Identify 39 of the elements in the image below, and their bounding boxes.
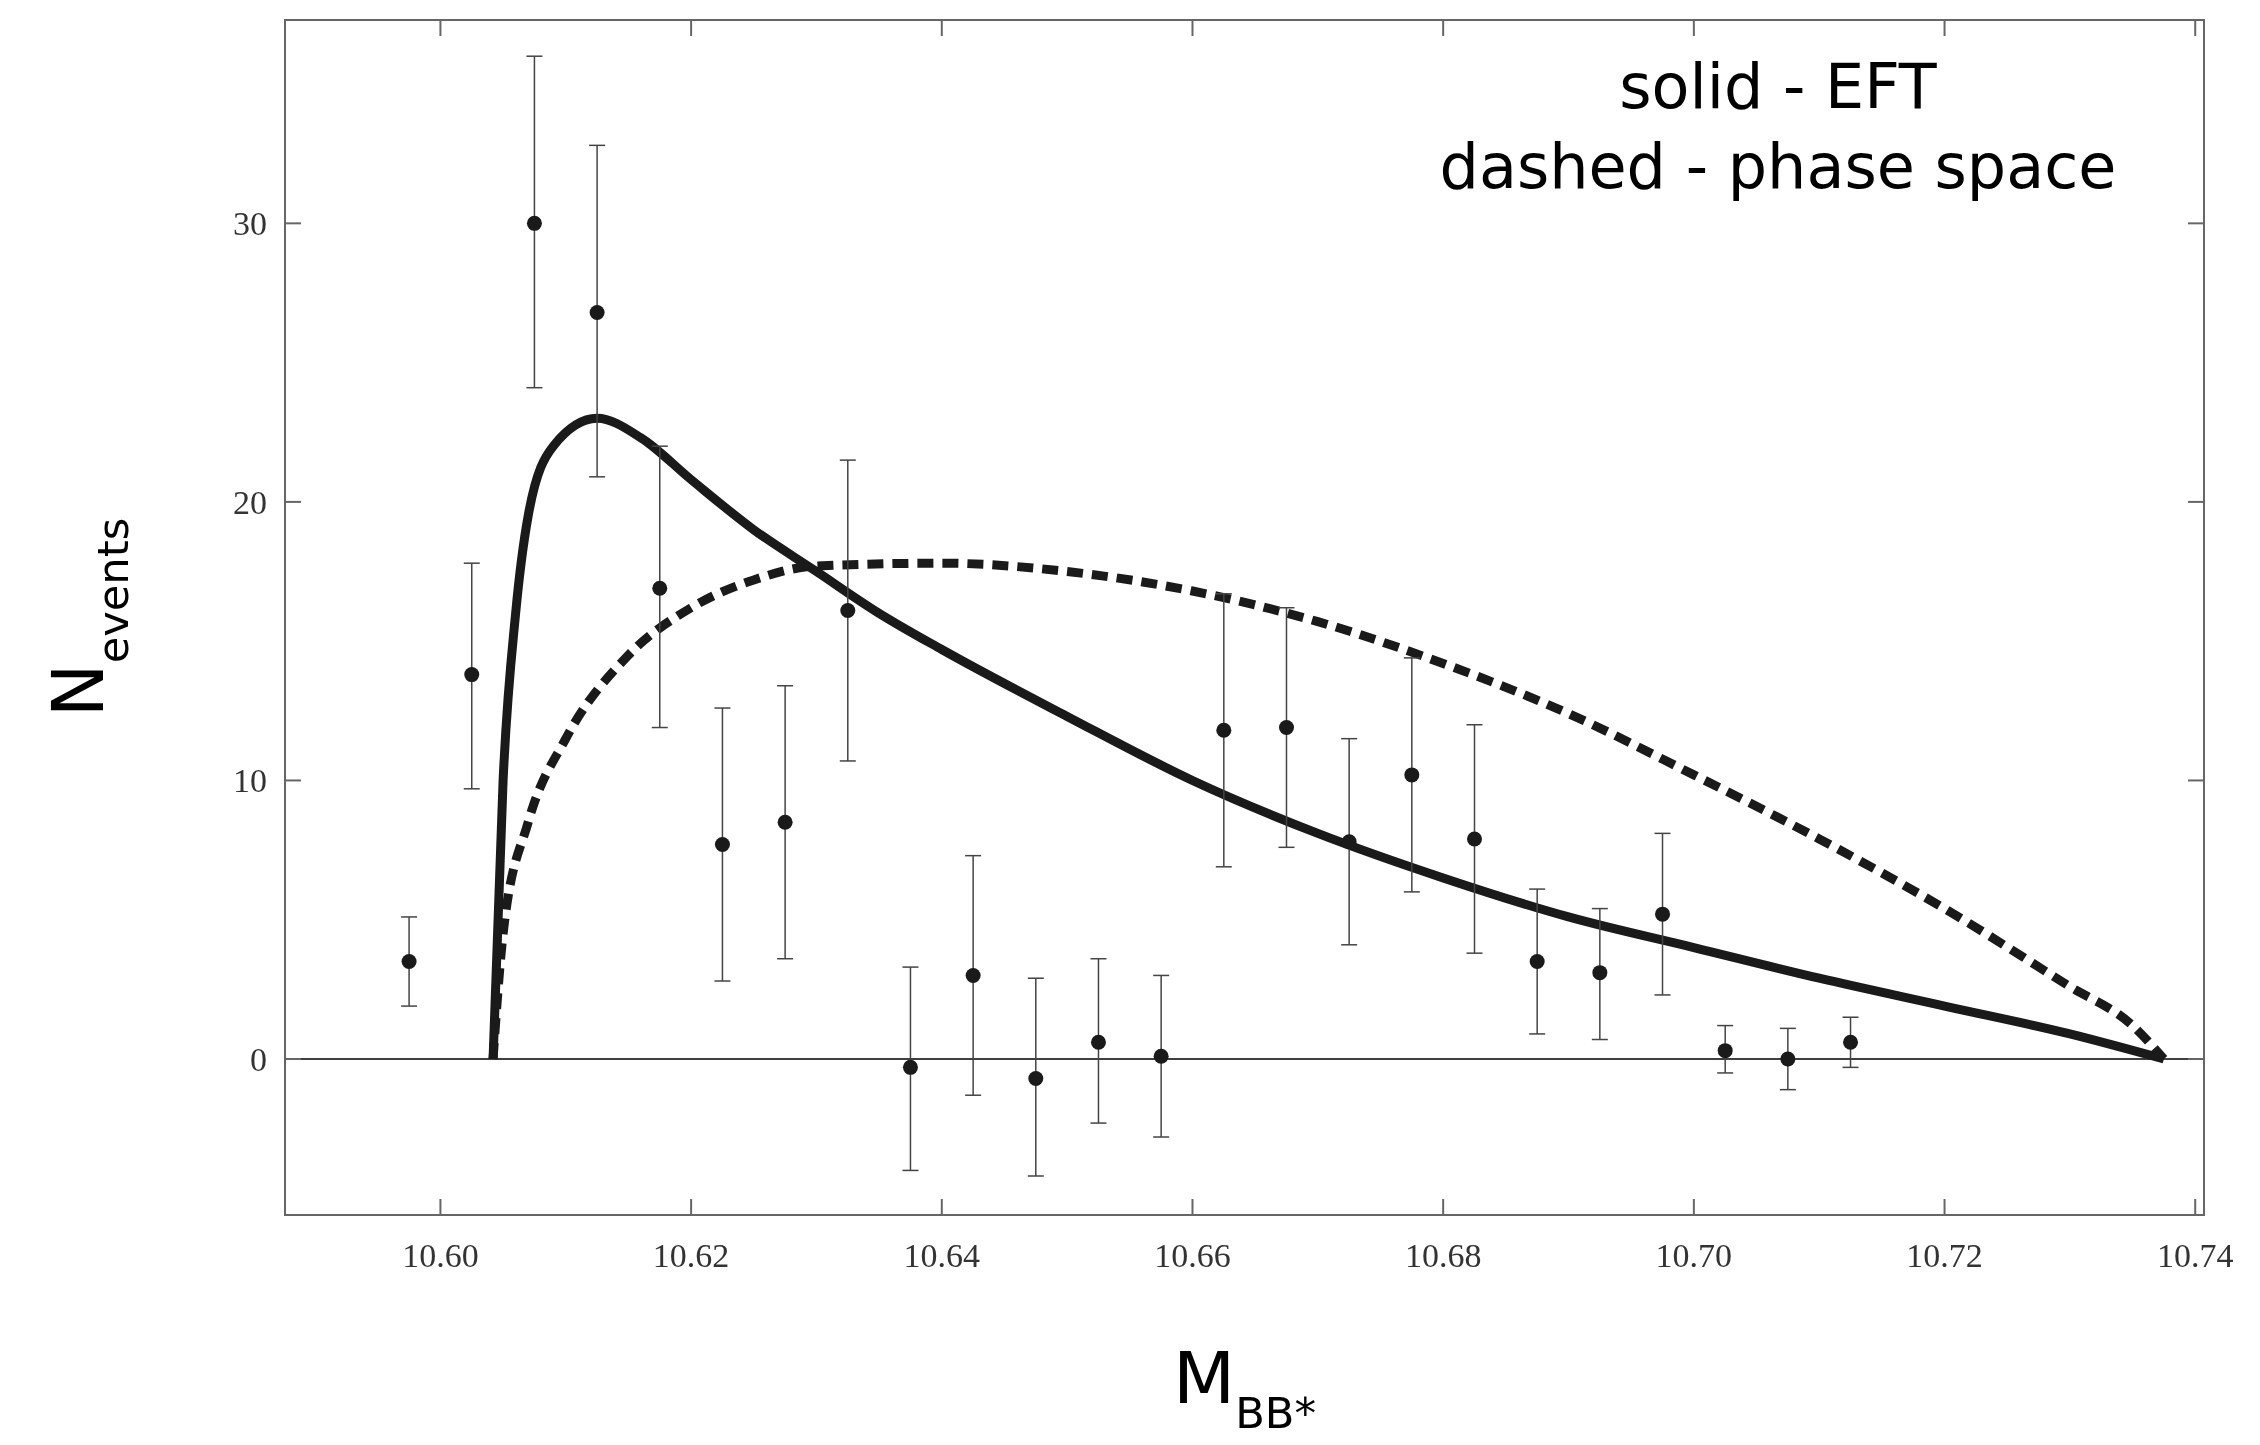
point bbox=[464, 667, 480, 683]
point bbox=[714, 837, 730, 853]
point bbox=[840, 603, 856, 619]
x-tick-label: 10.74 bbox=[2156, 1237, 2234, 1274]
point bbox=[1717, 1043, 1733, 1059]
point bbox=[589, 304, 605, 320]
point bbox=[1592, 965, 1608, 981]
point bbox=[1404, 767, 1420, 783]
point bbox=[965, 967, 981, 983]
x-tick-label: 10.60 bbox=[402, 1237, 479, 1274]
point bbox=[1090, 1034, 1106, 1050]
point bbox=[902, 1059, 918, 1075]
x-tick-label: 10.70 bbox=[1655, 1237, 1733, 1274]
x-tick-label: 10.66 bbox=[1154, 1237, 1231, 1274]
point bbox=[1467, 831, 1482, 847]
x-tick-label: 10.72 bbox=[1906, 1237, 1983, 1274]
point bbox=[652, 580, 668, 596]
annotation: dashed - phase space bbox=[1439, 130, 2117, 203]
x-axis-title: M$_{BB*}$ bbox=[1173, 1336, 1316, 1438]
x-tick-label: 10.64 bbox=[903, 1237, 981, 1274]
point bbox=[1278, 720, 1294, 736]
x-tick-label: 10.68 bbox=[1404, 1237, 1482, 1274]
y-tick-label: 10 bbox=[233, 762, 267, 800]
point bbox=[1780, 1051, 1796, 1067]
y-tick-label: 30 bbox=[233, 205, 267, 243]
point bbox=[777, 814, 793, 830]
point bbox=[526, 215, 542, 231]
y-tick-label: 0 bbox=[250, 1040, 267, 1078]
point bbox=[1655, 906, 1671, 922]
point bbox=[1216, 722, 1232, 738]
annotation: solid - EFT bbox=[1619, 50, 1938, 123]
point bbox=[1028, 1071, 1044, 1087]
y-tick-label: 20 bbox=[233, 483, 267, 521]
x-tick-label: 10.62 bbox=[652, 1237, 730, 1274]
point bbox=[1341, 834, 1357, 850]
point bbox=[1153, 1048, 1169, 1064]
point bbox=[1843, 1034, 1859, 1050]
point bbox=[1529, 954, 1545, 970]
point bbox=[401, 954, 417, 970]
